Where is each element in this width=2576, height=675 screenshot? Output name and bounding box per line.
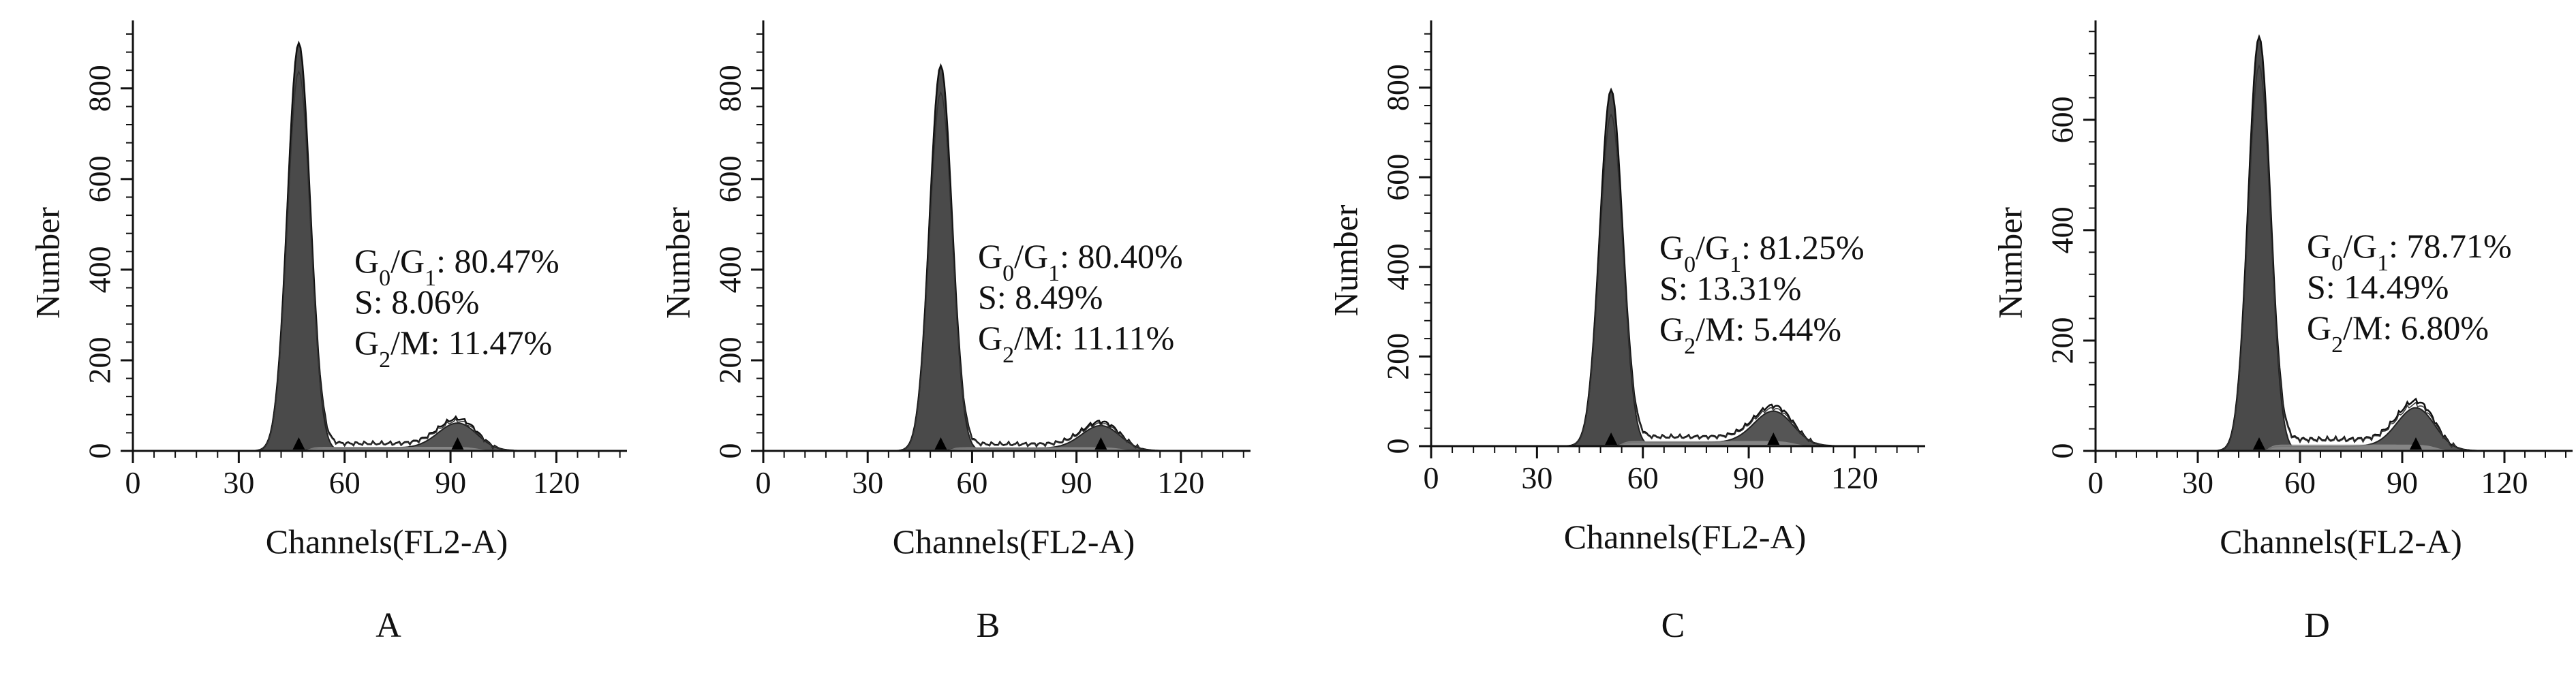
x-tick-label: 0	[125, 465, 141, 500]
x-tick-label: 90	[2387, 465, 2418, 500]
x-tick-label: 120	[1831, 460, 1878, 495]
y-tick-label: 800	[82, 65, 117, 112]
y-axis-label: Number	[1326, 204, 1364, 316]
cell-cycle-stat: G2/M: 11.47%	[354, 324, 552, 373]
y-axis-label: Number	[658, 207, 696, 319]
cell-cycle-stat: G2/M: 11.11%	[978, 319, 1174, 368]
x-tick-label: 60	[956, 465, 987, 500]
fit-curve	[1537, 113, 1855, 447]
panel-label: D	[2304, 606, 2330, 645]
y-tick-label: 0	[1381, 439, 1415, 454]
x-tick-label: 60	[1627, 460, 1659, 495]
y-tick-label: 400	[82, 246, 117, 293]
x-tick-label: 30	[2182, 465, 2213, 500]
peak-marker	[2253, 437, 2265, 450]
x-axis-label: Channels(FL2-A)	[893, 522, 1135, 561]
x-tick-label: 120	[1157, 465, 1204, 500]
histogram-panel-d: 0 30 60 90 120 0 200 400 600 Channels(FL2-A) Numbe…	[1991, 20, 2573, 645]
peak-marker	[451, 437, 464, 450]
y-tick-label: 200	[1381, 333, 1415, 380]
histogram-panel-b: 0 30 60 90 120 0 200 400 600 800 Channels(FL2-A) Nu…	[658, 20, 1251, 645]
s-phase-band	[1597, 441, 1809, 446]
x-tick-label: 90	[1061, 465, 1092, 500]
s-phase-band	[2245, 444, 2450, 451]
y-tick-label: 0	[2045, 443, 2080, 459]
cell-cycle-stat: S: 8.06%	[354, 283, 479, 321]
x-tick-label: 30	[1521, 460, 1552, 495]
x-tick-label: 60	[2284, 465, 2316, 500]
cell-cycle-stat: G0/G1: 80.40%	[978, 237, 1183, 286]
cell-cycle-stat: S: 13.31%	[1659, 269, 1801, 307]
panel-label: A	[375, 606, 401, 645]
y-tick-label: 400	[1381, 243, 1415, 290]
x-tick-label: 90	[1733, 460, 1764, 495]
panel-label: B	[977, 606, 1000, 645]
g0-g1-peak	[1537, 88, 1855, 447]
y-tick-label: 200	[82, 336, 117, 383]
x-axis-label: Channels(FL2-A)	[2220, 522, 2462, 561]
x-tick-label: 90	[435, 465, 466, 500]
x-axis-label: Channels(FL2-A)	[266, 522, 508, 561]
y-axis-label: Number	[1991, 207, 2029, 319]
peak-marker	[934, 437, 947, 450]
y-tick-label: 600	[1381, 154, 1415, 201]
peak-marker	[292, 437, 305, 450]
y-tick-label: 0	[82, 443, 117, 459]
cell-cycle-stat: G2/M: 5.44%	[1659, 310, 1841, 359]
cell-cycle-stat: G0/G1: 80.47%	[354, 242, 559, 291]
peak-marker	[1605, 433, 1618, 445]
histogram-panel-c: 0 30 60 90 120 0 200 400 600 800 Channels(FL2-A) Nu…	[1326, 20, 1925, 645]
x-tick-label: 30	[852, 465, 883, 500]
panel-label: C	[1661, 606, 1685, 645]
x-tick-label: 60	[329, 465, 361, 500]
y-tick-label: 400	[713, 246, 748, 293]
x-tick-label: 120	[533, 465, 580, 500]
y-tick-label: 600	[82, 155, 117, 202]
histogram-outline	[1537, 87, 1855, 448]
cell-cycle-stat: G0/G1: 81.25%	[1659, 228, 1865, 277]
x-tick-label: 0	[2088, 465, 2104, 500]
x-tick-label: 0	[1424, 460, 1439, 495]
peak-marker	[1094, 437, 1107, 450]
y-tick-label: 600	[2045, 96, 2080, 143]
x-tick-label: 30	[223, 465, 254, 500]
cell-cycle-stat: S: 8.49%	[978, 278, 1103, 316]
y-tick-label: 200	[2045, 317, 2080, 364]
y-tick-label: 800	[713, 65, 748, 112]
cell-cycle-stat: G2/M: 6.80%	[2307, 309, 2489, 358]
x-axis-label: Channels(FL2-A)	[1564, 518, 1807, 556]
y-tick-label: 0	[713, 443, 748, 459]
cell-cycle-stat: G0/G1: 78.71%	[2307, 227, 2512, 276]
histogram-panel-a: 0 30 60 90 120 0 200 400 600 800 Channels(FL2-A) Nu…	[28, 20, 627, 645]
fit-curve	[2198, 64, 2504, 452]
fit-curve	[868, 91, 1181, 452]
y-axis-label: Number	[28, 207, 66, 319]
x-tick-label: 120	[2481, 465, 2528, 500]
peak-marker	[1767, 433, 1780, 445]
y-tick-label: 600	[713, 155, 748, 202]
y-tick-label: 800	[1381, 64, 1415, 111]
peak-marker	[2410, 437, 2422, 450]
y-tick-label: 200	[713, 336, 748, 383]
fit-curve	[239, 69, 557, 452]
x-tick-label: 0	[756, 465, 771, 500]
cell-cycle-stat: S: 14.49%	[2307, 268, 2449, 306]
y-tick-label: 400	[2045, 206, 2080, 253]
